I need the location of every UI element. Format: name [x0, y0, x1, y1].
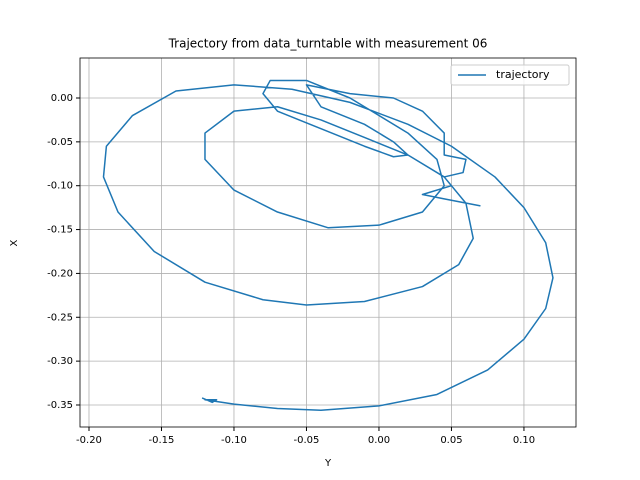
plot-frame	[79, 57, 577, 428]
y-tick-label: 0.00	[51, 93, 73, 104]
legend-box	[450, 64, 570, 86]
y-axis-label: X	[9, 239, 20, 246]
y-tick-label: -0.35	[47, 400, 73, 411]
y-tick-label: -0.30	[47, 356, 73, 367]
y-tick-label: -0.25	[47, 312, 73, 323]
y-tick-label: -0.15	[47, 225, 73, 236]
x-tick-label: -0.10	[221, 435, 247, 446]
x-tick-label: 0.00	[368, 435, 390, 446]
x-tick-label: -0.15	[149, 435, 175, 446]
y-tick-label: -0.10	[47, 181, 73, 192]
x-axis-label: Y	[324, 458, 332, 469]
y-tick-label: -0.20	[47, 268, 73, 279]
legend-label: trajectory	[496, 68, 550, 81]
chart-title: Trajectory from data_turntable with meas…	[168, 37, 488, 51]
x-tick-label: 0.05	[440, 435, 462, 446]
x-tick-label: -0.05	[294, 435, 320, 446]
x-tick-label: 0.10	[513, 435, 535, 446]
x-tick-label: -0.20	[76, 435, 102, 446]
y-tick-label: -0.05	[47, 137, 73, 148]
trajectory-line	[102, 79, 554, 411]
